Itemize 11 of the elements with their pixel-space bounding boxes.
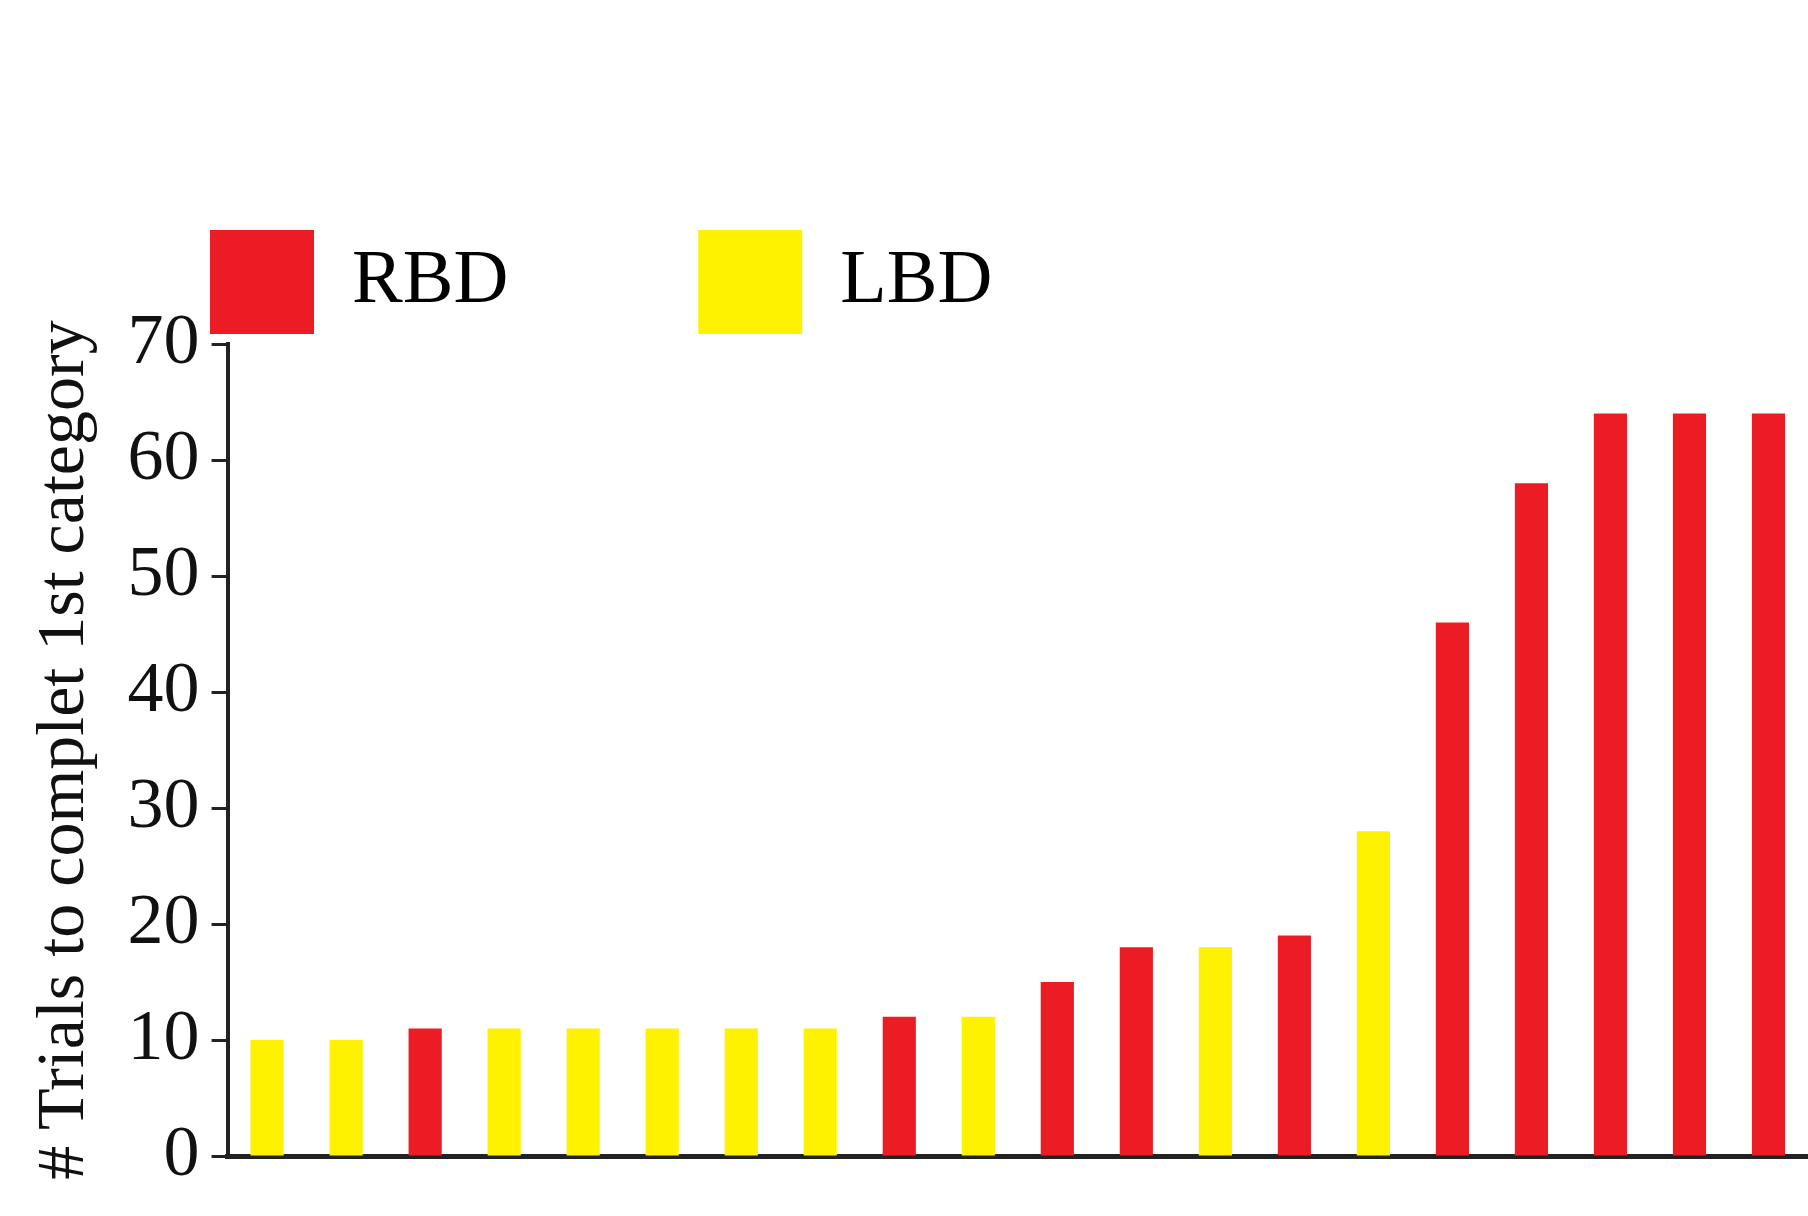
y-axis-title: # Trials to complet 1st category <box>21 320 98 1180</box>
legend-label: RBD <box>352 233 509 318</box>
y-tick-label: 50 <box>127 530 200 611</box>
y-tick-label: 10 <box>127 994 200 1075</box>
y-tick-label: 0 <box>163 1110 200 1191</box>
y-tick-label: 20 <box>127 878 200 959</box>
y-tick-label: 30 <box>127 762 200 843</box>
y-tick-label: 60 <box>127 414 200 495</box>
y-tick-label: 70 <box>127 298 200 379</box>
legend-label: LBD <box>840 233 993 318</box>
y-tick-label: 40 <box>127 646 200 727</box>
